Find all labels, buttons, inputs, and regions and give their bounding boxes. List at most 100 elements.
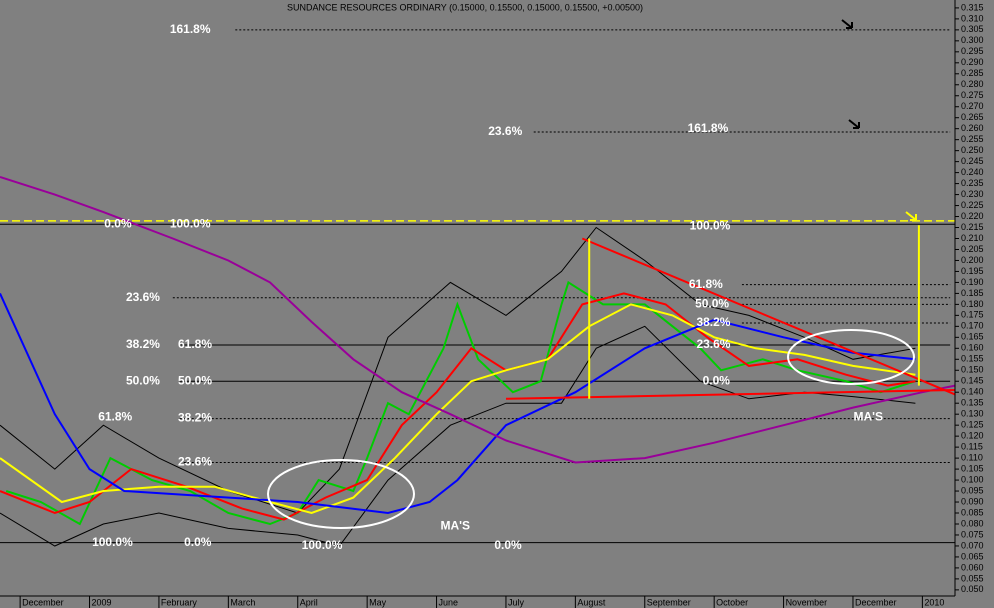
annotation: 161.8%: [688, 121, 729, 135]
x-tick-label: 2010: [924, 597, 944, 607]
y-tick-label: 0.120: [961, 431, 984, 441]
y-tick-label: 0.055: [961, 573, 984, 583]
trendline: [581, 237, 956, 396]
annotation: 38.2%: [696, 315, 730, 329]
y-tick-label: 0.135: [961, 398, 984, 408]
y-tick-label: 0.220: [961, 211, 984, 221]
y-tick-label: 0.075: [961, 529, 984, 539]
y-tick-label: 0.265: [961, 112, 984, 122]
x-tick-label: August: [577, 597, 606, 607]
series-line: [0, 292, 916, 515]
annotation: MA'S: [441, 518, 471, 532]
y-tick-label: 0.290: [961, 57, 984, 67]
y-tick-label: 0.080: [961, 518, 984, 528]
y-tick-label: 0.100: [961, 474, 984, 484]
x-tick-label: May: [369, 597, 387, 607]
y-tick-label: 0.065: [961, 551, 984, 561]
y-tick-label: 0.215: [961, 222, 984, 232]
y-tick-label: 0.190: [961, 277, 984, 287]
annotation: 0.0%: [104, 216, 132, 230]
y-tick-label: 0.245: [961, 156, 984, 166]
y-tick-label: 0.315: [961, 2, 984, 12]
annotation: 38.2%: [126, 337, 160, 351]
y-tick-label: 0.230: [961, 189, 984, 199]
y-tick-label: 0.050: [961, 584, 984, 594]
x-tick-label: December: [855, 597, 897, 607]
series-line: [5, 280, 916, 526]
annotation: 50.0%: [126, 373, 160, 387]
y-tick-label: 0.125: [961, 420, 984, 430]
plot-area: [0, 29, 956, 547]
y-tick-label: 0.210: [961, 233, 984, 243]
annotation: 100.0%: [170, 216, 211, 230]
annotation: 0.0%: [703, 373, 731, 387]
y-tick-label: 0.155: [961, 354, 984, 364]
x-tick-label: October: [716, 597, 748, 607]
y-tick-label: 0.095: [961, 485, 984, 495]
x-tick-label: 2009: [92, 597, 112, 607]
y-tick-label: 0.145: [961, 376, 984, 386]
y-tick-label: 0.310: [961, 13, 984, 23]
annotation: 100.0%: [92, 535, 133, 549]
arrow: [841, 19, 853, 29]
highlight-ellipse: [267, 459, 415, 529]
y-tick-label: 0.285: [961, 68, 984, 78]
x-tick-label: March: [230, 597, 255, 607]
y-tick-label: 0.130: [961, 409, 984, 419]
annotation: 100.0%: [690, 219, 731, 233]
y-tick-label: 0.185: [961, 288, 984, 298]
annotation: 61.8%: [178, 337, 212, 351]
y-tick-label: 0.240: [961, 167, 984, 177]
series-line: [0, 226, 916, 514]
y-tick-label: 0.280: [961, 79, 984, 89]
y-tick-label: 0.110: [961, 452, 983, 462]
annotation: 61.8%: [98, 410, 132, 424]
annotation: 161.8%: [170, 22, 211, 36]
y-tick-label: 0.165: [961, 332, 984, 342]
y-tick-label: 0.160: [961, 343, 984, 353]
chart-title: SUNDANCE RESOURCES ORDINARY (0.15000, 0.…: [287, 2, 643, 12]
x-tick-label: December: [22, 597, 64, 607]
arrow: [905, 211, 917, 221]
y-tick-label: 0.200: [961, 255, 984, 265]
annotation: 38.2%: [178, 411, 212, 425]
annotation: 23.6%: [126, 290, 160, 304]
y-tick-label: 0.085: [961, 507, 984, 517]
annotation: 0.0%: [184, 535, 212, 549]
y-tick-label: 0.275: [961, 90, 984, 100]
arrow: [848, 119, 860, 129]
annotation: 23.6%: [178, 455, 212, 469]
y-tick-label: 0.205: [961, 244, 984, 254]
y-tick-label: 0.195: [961, 266, 984, 276]
annotation: 0.0%: [494, 538, 522, 552]
y-tick-label: 0.140: [961, 387, 984, 397]
y-tick-label: 0.300: [961, 35, 984, 45]
y-tick-label: 0.255: [961, 134, 984, 144]
series-line: [0, 325, 916, 547]
annotation: MA'S: [853, 410, 883, 424]
y-tick-label: 0.235: [961, 178, 984, 188]
x-tick-label: February: [161, 597, 198, 607]
x-tick-label: June: [439, 597, 459, 607]
y-tick-label: 0.295: [961, 46, 984, 56]
annotation: 23.6%: [488, 124, 522, 138]
series-line: [0, 176, 956, 464]
y-tick-label: 0.270: [961, 101, 984, 111]
x-tick-label: November: [786, 597, 828, 607]
trendline: [505, 389, 956, 400]
y-tick-label: 0.060: [961, 562, 984, 572]
y-tick-label: 0.305: [961, 24, 984, 34]
y-tick-label: 0.250: [961, 145, 984, 155]
x-tick-label: April: [300, 597, 318, 607]
annotation: 23.6%: [696, 337, 730, 351]
y-tick-label: 0.225: [961, 200, 984, 210]
y-tick-label: 0.070: [961, 540, 984, 550]
annotation: 100.0%: [302, 538, 343, 552]
y-tick-label: 0.170: [961, 321, 984, 331]
annotation: 50.0%: [178, 373, 212, 387]
y-tick-label: 0.180: [961, 299, 984, 309]
y-tick-label: 0.150: [961, 365, 984, 375]
y-tick-label: 0.175: [961, 310, 984, 320]
